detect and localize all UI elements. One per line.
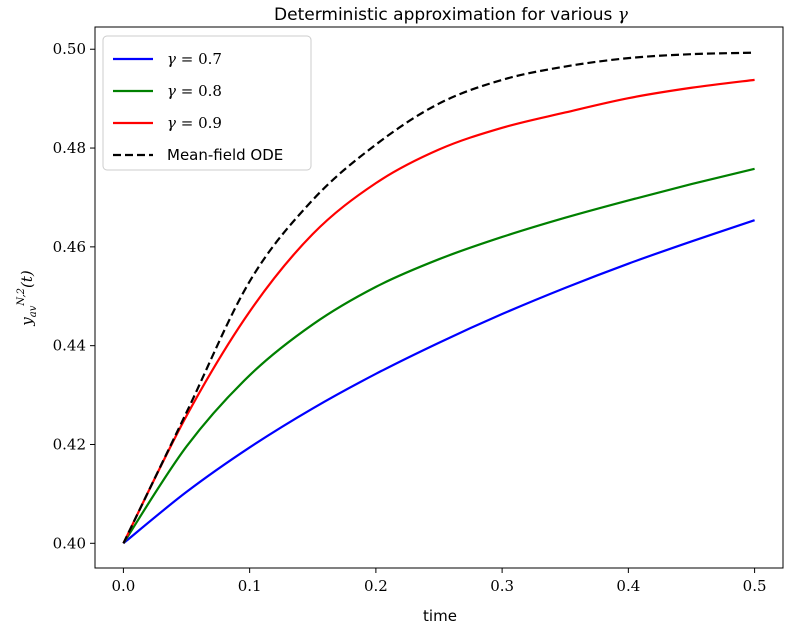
legend-label: γ = 0.7 — [167, 50, 222, 68]
legend: γ = 0.7 γ = 0.8 γ = 0.9 Mean-field ODE — [102, 35, 312, 171]
series-lines — [122, 51, 755, 545]
x-tick-label: 0.3 — [490, 577, 514, 595]
y-tick-label: 0.44 — [53, 337, 86, 355]
legend-label: Mean-field ODE — [167, 146, 283, 164]
x-tick-label: 0.0 — [111, 577, 135, 595]
legend-label: γ = 0.8 — [167, 82, 222, 100]
y-tick-label: 0.40 — [53, 534, 86, 552]
x-tick-label: 0.4 — [616, 577, 640, 595]
legend-box — [102, 35, 312, 171]
y-tick-label: 0.48 — [53, 139, 86, 157]
chart-title: Deterministic approximation for various … — [274, 5, 629, 25]
plot-frame — [94, 26, 784, 569]
x-tick-label: 0.2 — [364, 577, 388, 595]
series-line — [122, 78, 755, 544]
x-axis-label: time — [423, 607, 457, 625]
x-tick-label: 0.5 — [743, 577, 767, 595]
y-axis-label: yavN,2(t) — [16, 270, 39, 327]
y-tick-label: 0.50 — [53, 40, 86, 58]
series-line — [122, 51, 755, 544]
y-axis-ticks: 0.40 0.42 0.44 0.46 0.48 0.50 — [53, 40, 95, 552]
x-tick-label: 0.1 — [238, 577, 262, 595]
y-tick-label: 0.42 — [53, 435, 86, 453]
x-axis-ticks: 0.0 0.1 0.2 0.3 0.4 0.5 — [111, 568, 767, 595]
series-line — [122, 167, 755, 544]
y-tick-label: 0.46 — [53, 238, 86, 256]
series-line — [122, 219, 755, 545]
legend-label: γ = 0.9 — [167, 114, 222, 132]
